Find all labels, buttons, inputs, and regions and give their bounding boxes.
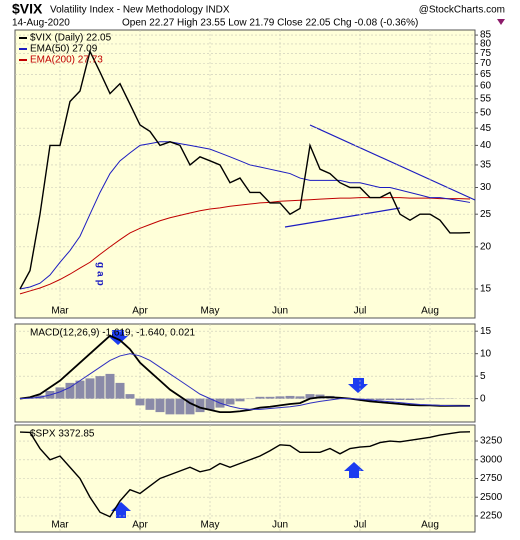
trendline bbox=[284, 207, 401, 228]
histogram-bar bbox=[55, 387, 65, 399]
histogram-bar bbox=[185, 398, 195, 415]
histogram-bar bbox=[225, 398, 235, 405]
histogram-bar bbox=[165, 398, 175, 415]
source: @StockCharts.com bbox=[419, 5, 505, 16]
histogram-bar bbox=[255, 396, 265, 399]
y-tick-label: 70 bbox=[480, 58, 492, 69]
y-tick-label: 80 bbox=[480, 39, 492, 50]
x-tick-label: May bbox=[201, 520, 220, 531]
histogram-bar bbox=[285, 395, 295, 399]
y-tick-label: 15 bbox=[480, 326, 492, 337]
y-tick-label: 35 bbox=[480, 160, 492, 171]
x-tick-label: Mar bbox=[51, 520, 69, 531]
y-tick-label: 20 bbox=[480, 241, 492, 252]
x-tick-label: May bbox=[201, 306, 220, 317]
x-tick-label: Apr bbox=[132, 306, 148, 317]
x-tick-label: Jul bbox=[354, 306, 367, 317]
y-tick-label: 2250 bbox=[480, 511, 503, 522]
y-tick-label: 2750 bbox=[480, 473, 503, 484]
histogram-bar bbox=[205, 398, 215, 410]
panel-legend: MACD(12,26,9) -1.619, -1.640, 0.021 bbox=[30, 328, 196, 339]
y-tick-label: 3250 bbox=[480, 436, 503, 447]
arrow bbox=[108, 330, 128, 345]
y-tick-label: 5 bbox=[480, 371, 486, 382]
series-line bbox=[19, 49, 471, 290]
change-icon bbox=[497, 19, 505, 25]
legend-entry: EMA(50) 27.09 bbox=[30, 44, 98, 55]
gap-label: gap bbox=[94, 262, 105, 289]
histogram-bar bbox=[235, 398, 245, 402]
y-tick-label: 0 bbox=[480, 393, 486, 404]
x-tick-label: Jun bbox=[272, 520, 288, 531]
x-tick-label: Apr bbox=[132, 520, 148, 531]
y-tick-label: 60 bbox=[480, 81, 492, 92]
series-line bbox=[19, 197, 471, 295]
histogram-bar bbox=[155, 398, 165, 413]
macd-panel bbox=[14, 323, 476, 423]
arrow bbox=[111, 502, 131, 518]
y-tick-label: 65 bbox=[480, 69, 492, 80]
series-line bbox=[19, 141, 471, 290]
y-tick-label: 2500 bbox=[480, 492, 503, 503]
legend-entry: EMA(200) 27.73 bbox=[30, 55, 103, 66]
histogram-bar bbox=[75, 380, 85, 399]
histogram-bar bbox=[95, 376, 105, 399]
histogram-bar bbox=[135, 398, 145, 406]
y-tick-label: 85 bbox=[480, 30, 492, 41]
histogram-bar bbox=[105, 373, 115, 399]
arrow bbox=[344, 462, 364, 478]
panel-legend: $SPX 3372.85 bbox=[30, 429, 95, 440]
histogram-bar bbox=[275, 396, 285, 399]
y-tick-label: 45 bbox=[480, 123, 492, 134]
y-tick-label: 50 bbox=[480, 107, 492, 118]
series-line bbox=[19, 353, 471, 410]
x-tick-label: Jul bbox=[354, 520, 367, 531]
histogram-bar bbox=[265, 396, 275, 399]
histogram-bar bbox=[125, 394, 135, 399]
legend-entry: $VIX (Daily) 22.05 bbox=[30, 33, 112, 44]
chart-title: Volatility Index - New Methodology INDX bbox=[50, 5, 230, 16]
y-tick-label: 40 bbox=[480, 140, 492, 151]
x-tick-label: Jun bbox=[272, 306, 288, 317]
y-tick-label: 15 bbox=[480, 284, 492, 295]
x-tick-label: Aug bbox=[421, 306, 439, 317]
histogram-bar bbox=[395, 398, 405, 400]
histogram-bar bbox=[365, 398, 375, 400]
histogram-bar bbox=[65, 382, 75, 399]
price-panel bbox=[14, 29, 476, 319]
histogram-bar bbox=[295, 396, 305, 399]
arrow bbox=[348, 378, 368, 393]
y-tick-label: 10 bbox=[480, 348, 492, 359]
quote: Open 22.27 High 23.55 Low 21.79 Close 22… bbox=[122, 18, 418, 29]
annotation: gap bbox=[94, 262, 105, 289]
histogram-bar bbox=[385, 398, 395, 400]
histogram-bar bbox=[305, 394, 315, 399]
histogram-bar bbox=[115, 382, 125, 399]
histogram-bar bbox=[375, 398, 385, 400]
symbol: $VIX bbox=[12, 1, 43, 17]
y-tick-label: 75 bbox=[480, 48, 492, 59]
y-tick-label: 3000 bbox=[480, 454, 503, 465]
histogram-bar bbox=[85, 378, 95, 399]
histogram-bar bbox=[175, 398, 185, 415]
y-tick-label: 25 bbox=[480, 209, 492, 220]
x-tick-label: Mar bbox=[51, 306, 69, 317]
y-tick-label: 30 bbox=[480, 182, 492, 193]
histogram-bar bbox=[405, 398, 415, 400]
histogram-bar bbox=[415, 398, 425, 400]
date: 14-Aug-2020 bbox=[12, 18, 70, 29]
histogram-bar bbox=[145, 398, 155, 410]
series-line bbox=[19, 431, 471, 518]
x-tick-label: Aug bbox=[421, 520, 439, 531]
histogram-bar bbox=[195, 398, 205, 413]
series-line bbox=[19, 334, 471, 414]
y-tick-label: 55 bbox=[480, 93, 492, 104]
